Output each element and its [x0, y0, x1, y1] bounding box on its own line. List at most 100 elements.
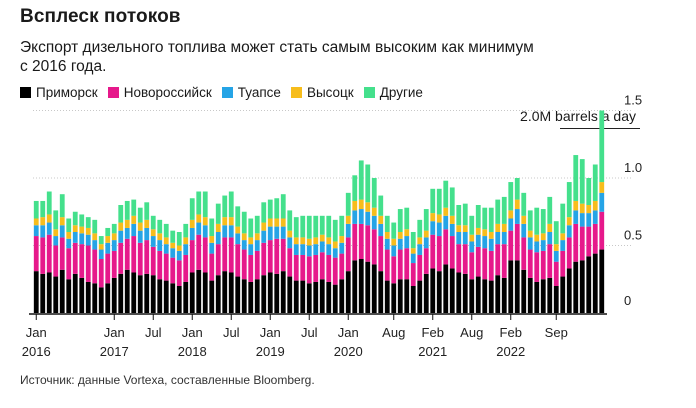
bar-segment-2-16: [137, 230, 143, 243]
x-tick-year-label: 2019: [256, 344, 285, 359]
bar-segment-3-56: [397, 232, 403, 239]
bar-segment-1-44: [319, 252, 325, 280]
bar-segment-0-26: [202, 272, 208, 313]
bar-segment-4-6: [72, 211, 78, 226]
bar-segment-2-62: [436, 222, 442, 237]
bar-segment-2-23: [183, 244, 189, 255]
bar-segment-0-34: [254, 279, 260, 313]
bar-segment-4-36: [267, 199, 273, 219]
bar-segment-2-73: [508, 218, 514, 231]
bar-segment-0-54: [384, 280, 390, 313]
bar-segment-4-24: [189, 198, 195, 220]
bar-segment-1-34: [254, 250, 260, 280]
bar-segment-4-22: [176, 232, 182, 246]
bar-segment-0-21: [170, 283, 176, 313]
bar-segment-2-74: [514, 209, 520, 224]
bar-segment-4-68: [475, 205, 481, 228]
bar-segment-2-1: [40, 225, 46, 238]
bar-segment-3-70: [488, 232, 494, 239]
bar-segment-0-69: [482, 279, 488, 313]
bar-segment-4-13: [118, 205, 124, 223]
bar-segment-4-51: [365, 164, 371, 203]
bar-segment-1-2: [46, 234, 52, 273]
bar-segment-3-79: [547, 223, 553, 232]
bar-segment-1-22: [176, 260, 182, 286]
bar-segment-2-44: [319, 241, 325, 253]
bar-segment-2-56: [397, 238, 403, 250]
bar-segment-0-7: [79, 277, 85, 313]
bar-segment-0-32: [241, 279, 247, 313]
bar-segment-1-38: [280, 238, 286, 272]
bar-segment-3-19: [157, 233, 163, 241]
bar-segment-3-4: [59, 217, 65, 226]
bar-segment-0-57: [404, 279, 410, 313]
bar-segment-1-86: [592, 223, 598, 254]
x-tick-label: Jul: [223, 325, 240, 340]
legend-item-tuapse: Туапсе: [221, 85, 281, 100]
bar-segment-1-43: [313, 254, 319, 282]
bar-segment-4-64: [449, 187, 455, 216]
legend-label-vysotsk: Высоцк: [306, 85, 354, 100]
bar-segment-1-18: [150, 246, 156, 276]
bar-segment-3-64: [449, 215, 455, 224]
bar-segment-1-30: [228, 237, 234, 273]
bar-segment-4-42: [306, 215, 312, 239]
bar-segment-4-21: [170, 230, 176, 243]
bar-segment-2-45: [326, 244, 332, 255]
legend-label-novorossiysk: Новороссийск: [123, 85, 212, 100]
bar-segment-2-76: [527, 237, 533, 250]
bar-segment-4-3: [53, 210, 59, 230]
bar-segment-3-26: [202, 217, 208, 226]
bar-segment-4-18: [150, 215, 156, 230]
bar-segment-3-39: [287, 230, 293, 238]
bar-segment-1-54: [384, 249, 390, 281]
x-tick-year-label: 2018: [178, 344, 207, 359]
bar-segment-4-48: [345, 192, 351, 216]
bar-segment-1-87: [599, 211, 605, 250]
bar-segment-2-27: [209, 242, 215, 254]
bar-segment-0-6: [72, 273, 78, 313]
bar-segment-4-25: [196, 191, 202, 215]
bar-segment-4-0: [33, 200, 39, 219]
bar-segment-2-9: [92, 240, 98, 250]
bar-segment-0-50: [358, 259, 364, 313]
legend-item-vysotsk: Высоцк: [290, 85, 354, 100]
bar-segment-3-46: [332, 241, 338, 249]
bar-segment-4-69: [482, 207, 488, 230]
bar-segment-1-20: [163, 253, 169, 281]
bar-segment-1-12: [111, 250, 117, 278]
bar-segment-2-13: [118, 230, 124, 243]
bar-segment-1-50: [358, 223, 364, 259]
y-tick-label: 1.0: [624, 160, 642, 175]
bar-segment-4-45: [326, 215, 332, 238]
x-tick-label: Feb: [422, 325, 444, 340]
bar-segment-1-37: [274, 238, 280, 274]
bar-segment-4-74: [514, 178, 520, 200]
bar-segment-2-83: [573, 210, 579, 224]
bar-segment-2-17: [144, 227, 150, 241]
bar-segment-2-66: [462, 232, 468, 245]
bar-segment-2-38: [280, 226, 286, 239]
bar-segment-1-33: [248, 254, 254, 282]
bar-segment-3-48: [345, 215, 351, 224]
bar-segment-2-30: [228, 225, 234, 238]
bar-segment-3-77: [534, 234, 540, 242]
bar-segment-0-4: [59, 269, 65, 313]
bar-segment-0-78: [540, 279, 546, 313]
bar-segment-4-67: [469, 215, 475, 235]
bar-segment-1-0: [33, 236, 39, 272]
bar-segment-3-6: [72, 225, 78, 232]
bar-segment-2-41: [300, 244, 306, 255]
bar-segment-0-10: [98, 287, 104, 313]
bar-segment-0-52: [371, 264, 377, 313]
bar-segment-2-19: [157, 240, 163, 251]
bar-segment-2-84: [579, 213, 585, 227]
bar-segment-0-48: [345, 271, 351, 313]
bar-segment-1-68: [475, 246, 481, 277]
bar-segment-0-58: [410, 286, 416, 313]
bar-segment-4-29: [222, 195, 228, 218]
bar-segment-2-46: [332, 248, 338, 258]
x-tick-year-label: 2022: [496, 344, 525, 359]
bar-segment-0-75: [521, 269, 527, 313]
bar-segment-4-39: [287, 210, 293, 231]
